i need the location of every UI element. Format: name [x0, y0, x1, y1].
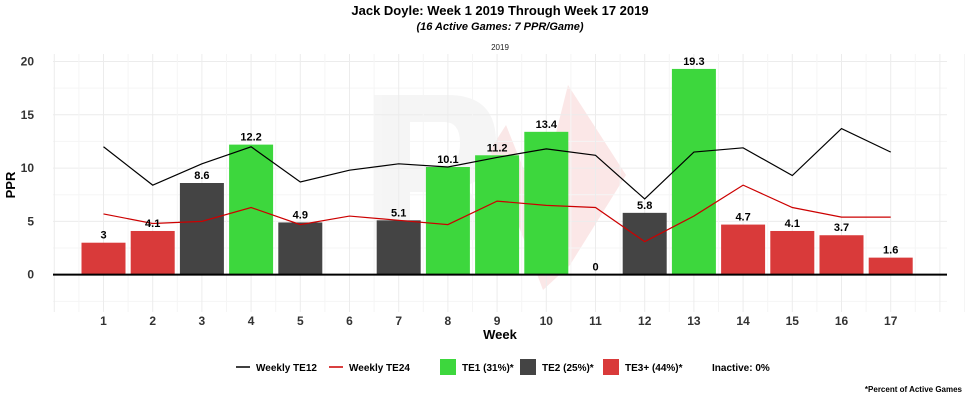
y-tick-label: 0 [27, 268, 34, 282]
x-axis-ticks: 1 2 3 4 5 6 7 8 9 10 11 12 13 14 15 16 17 [100, 314, 898, 328]
legend-label: Weekly TE12 [256, 363, 317, 374]
bar-week-9 [475, 155, 520, 275]
legend-label: TE1 (31%)* [462, 363, 514, 374]
bar-week-1 [81, 242, 126, 275]
data-label: 11.2 [487, 142, 508, 154]
footnote: *Percent of Active Games [865, 385, 963, 394]
data-label: 12.2 [240, 132, 261, 144]
x-tick-label: 6 [346, 314, 353, 328]
legend-label: Weekly TE24 [349, 363, 410, 374]
season-label: 2019 [491, 43, 509, 52]
y-axis-ticks: 0 5 10 15 20 [21, 54, 35, 281]
x-tick-label: 4 [248, 314, 255, 328]
legend-box-swatch [520, 359, 536, 375]
x-tick-label: 2 [149, 314, 156, 328]
data-label: 4.9 [293, 209, 308, 221]
data-label: 1.6 [883, 245, 898, 257]
x-tick-label: 1 [100, 314, 107, 328]
line-series-te12 [103, 127, 891, 200]
x-tick-label: 12 [638, 314, 652, 328]
line-series-te24 [103, 184, 891, 243]
data-label: 19.3 [683, 56, 704, 68]
bar-week-7 [376, 220, 421, 275]
x-tick-label: 8 [445, 314, 452, 328]
legend: Weekly TE12 Weekly TE24 TE1 (31%)* TE2 (25%… [236, 359, 770, 375]
data-labels: 3 4.1 8.6 12.2 4.9 5.1 10.1 11.2 13.4 0 5.8 19.3 4.7… [100, 56, 898, 274]
bars [81, 68, 913, 275]
data-label: 4.1 [785, 218, 800, 230]
x-tick-label: 15 [786, 314, 800, 328]
data-label: 4.7 [735, 212, 750, 224]
y-tick-label: 20 [21, 54, 35, 68]
x-tick-label: 16 [835, 314, 849, 328]
y-tick-label: 10 [21, 161, 35, 175]
x-tick-label: 3 [199, 314, 206, 328]
x-tick-label: 5 [297, 314, 304, 328]
y-axis-title: PPR [3, 171, 18, 198]
data-label: 4.1 [145, 218, 160, 230]
x-tick-label: 13 [687, 314, 701, 328]
data-label: 0 [592, 262, 598, 274]
bar-week-10 [524, 131, 569, 275]
y-tick-label: 15 [21, 108, 35, 122]
x-tick-label: 14 [736, 314, 750, 328]
bar-week-8 [425, 167, 470, 275]
bar-week-13 [671, 68, 716, 275]
bar-week-3 [179, 183, 224, 275]
trend-lines [103, 127, 891, 243]
x-tick-label: 11 [589, 314, 602, 328]
y-tick-label: 5 [27, 214, 34, 228]
legend-box-swatch [440, 359, 456, 375]
chart-subtitle: (16 Active Games: 7 PPR/Game) [416, 21, 583, 33]
data-label: 8.6 [194, 170, 209, 182]
bar-week-4 [229, 144, 274, 275]
legend-label: TE2 (25%)* [542, 363, 594, 374]
x-axis-title: Week [483, 327, 517, 342]
data-label: 13.4 [536, 119, 558, 131]
bar-week-16 [819, 235, 864, 275]
bar-week-14 [721, 224, 766, 275]
bar-week-15 [770, 230, 815, 275]
x-tick-label: 9 [494, 314, 501, 328]
chart-title: Jack Doyle: Week 1 2019 Through Week 17 … [351, 3, 648, 18]
bar-week-2 [130, 230, 175, 275]
legend-box-swatch [603, 359, 619, 375]
x-tick-label: 10 [540, 314, 554, 328]
bar-week-5 [278, 222, 323, 275]
x-tick-label: 7 [395, 314, 402, 328]
legend-label: Inactive: 0% [712, 363, 770, 374]
data-label: 10.1 [437, 154, 458, 166]
data-label: 5.1 [391, 207, 406, 219]
data-label: 5.8 [637, 200, 652, 212]
bar-week-12 [622, 212, 667, 275]
x-tick-label: 17 [884, 314, 898, 328]
data-label: 3 [100, 230, 106, 242]
bar-week-17 [868, 257, 913, 275]
legend-label: TE3+ (44%)* [625, 363, 683, 374]
data-label: 3.7 [834, 222, 849, 234]
